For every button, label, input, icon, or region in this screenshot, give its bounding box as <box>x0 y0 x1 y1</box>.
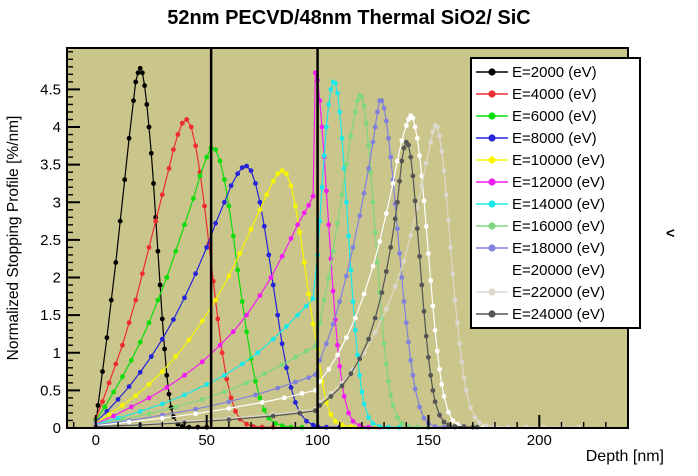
chart-title: 52nm PECVD/48nm Thermal SiO2/ SiC <box>167 7 531 29</box>
legend-label: E=18000 (eV) <box>512 239 605 257</box>
svg-text:1.5: 1.5 <box>40 307 61 324</box>
svg-text:2.5: 2.5 <box>40 232 61 249</box>
legend-item-6000: E=6000 (eV) <box>472 106 639 126</box>
legend-marker-icon <box>476 112 508 120</box>
legend-marker-icon <box>476 156 508 164</box>
svg-text:1: 1 <box>53 345 61 362</box>
right-margin-glyph: < <box>666 225 675 242</box>
series-14000 <box>93 79 402 430</box>
legend-label: E=24000 (eV) <box>512 305 605 323</box>
legend-label: E=22000 (eV) <box>512 283 605 301</box>
y-axis-title: Normalized Stopping Profile [%/nm] <box>5 116 22 361</box>
axis-tick-labels: 0 50 100 150 200 0 0.5 1 1.5 2 2.5 3 3.5 4 4.5 <box>40 81 552 449</box>
legend-marker-icon <box>476 134 508 142</box>
svg-text:0: 0 <box>53 420 61 437</box>
legend-item-2000: E=2000 (eV) <box>472 62 639 82</box>
legend-item-18000: E=18000 (eV) <box>472 238 639 258</box>
svg-text:0: 0 <box>92 432 100 449</box>
svg-text:3: 3 <box>53 194 61 211</box>
series-8000-line <box>95 165 340 428</box>
series-layer <box>93 65 582 430</box>
legend-marker-icon <box>476 266 508 274</box>
legend-marker-icon <box>476 200 508 208</box>
legend-item-8000: E=8000 (eV) <box>472 128 639 148</box>
legend-label: E=4000 (eV) <box>512 85 597 103</box>
series-8000 <box>93 163 343 430</box>
svg-text:4: 4 <box>53 119 61 136</box>
svg-text:100: 100 <box>305 432 330 449</box>
legend-item-16000: E=16000 (eV) <box>472 216 639 236</box>
legend-label: E=12000 (eV) <box>512 173 605 191</box>
legend-label: E=20000 (eV) <box>512 261 605 279</box>
legend-item-20000: E=20000 (eV) <box>472 260 639 280</box>
layer-boundary-lines <box>209 48 319 428</box>
legend-item-22000: E=22000 (eV) <box>472 282 639 302</box>
legend-box: E=2000 (eV) E=4000 (eV) E=6000 (eV) E=8000 … <box>470 57 641 329</box>
legend-marker-icon <box>476 68 508 76</box>
legend-label: E=16000 (eV) <box>512 217 605 235</box>
legend-marker-icon <box>476 310 508 318</box>
legend-marker-icon <box>476 244 508 252</box>
series-20000 <box>93 113 487 430</box>
svg-text:50: 50 <box>198 432 215 449</box>
legend-item-4000: E=4000 (eV) <box>472 84 639 104</box>
legend-marker-icon <box>476 222 508 230</box>
svg-text:150: 150 <box>416 432 441 449</box>
x-axis-title: Depth [nm] <box>586 448 664 465</box>
legend-label: E=10000 (eV) <box>512 151 605 169</box>
legend-label: E=6000 (eV) <box>512 107 597 125</box>
legend-marker-icon <box>476 288 508 296</box>
svg-text:0.5: 0.5 <box>40 382 61 399</box>
axis-ticks <box>67 51 629 429</box>
legend-item-10000: E=10000 (eV) <box>472 150 639 170</box>
legend-item-24000: E=24000 (eV) <box>472 304 639 324</box>
series-4000 <box>93 117 276 430</box>
legend-label: E=8000 (eV) <box>512 129 597 147</box>
legend-marker-icon <box>476 178 508 186</box>
svg-text:3.5: 3.5 <box>40 157 61 174</box>
legend-marker-icon <box>476 90 508 98</box>
legend-item-14000: E=14000 (eV) <box>472 194 639 214</box>
legend-label: E=2000 (eV) <box>512 63 597 81</box>
svg-text:2: 2 <box>53 270 61 287</box>
series-12000 <box>93 70 383 430</box>
svg-text:200: 200 <box>527 432 552 449</box>
svg-text:4.5: 4.5 <box>40 81 61 98</box>
legend-label: E=14000 (eV) <box>512 195 605 213</box>
series-10000-line <box>95 169 376 428</box>
series-24000 <box>93 139 480 430</box>
legend-item-12000: E=12000 (eV) <box>472 172 639 192</box>
